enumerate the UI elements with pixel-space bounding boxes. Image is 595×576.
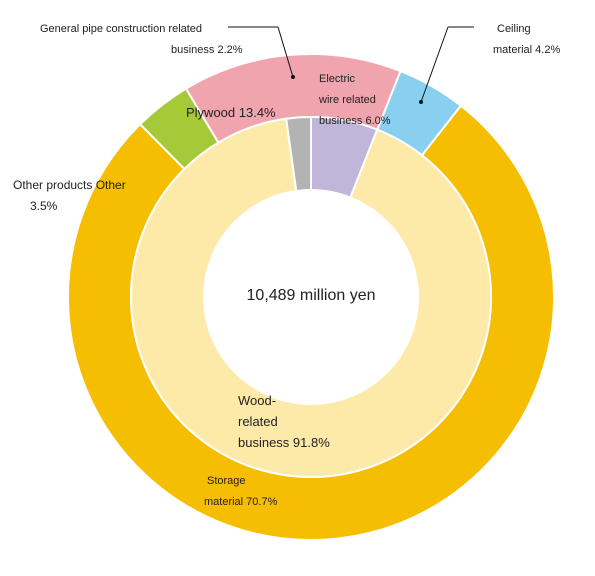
donut-hole bbox=[204, 190, 418, 404]
ceiling-leader-line bbox=[420, 26, 449, 103]
other-label-line1: Other products Other bbox=[13, 178, 126, 192]
electric-label-line2: wire related bbox=[318, 94, 376, 106]
wood-label-line2: related bbox=[238, 414, 278, 429]
plywood-label: Plywood 13.4% bbox=[186, 105, 276, 120]
storage-label-line2: material 70.7% bbox=[204, 496, 278, 508]
pipe-leader-dot bbox=[291, 75, 295, 79]
pipe-label-line2: business 2.2% bbox=[171, 44, 243, 56]
other-label-line2: 3.5% bbox=[30, 199, 58, 213]
pipe-leader-line bbox=[277, 26, 294, 78]
inner-ring bbox=[130, 115, 492, 478]
outer-ring bbox=[67, 53, 555, 541]
storage-label-line1: Storage bbox=[207, 475, 246, 487]
center-total-label: 10,489 million yen bbox=[247, 287, 376, 304]
ceiling-leader-dot bbox=[419, 100, 423, 104]
electric-label-line1: Electric bbox=[319, 73, 356, 85]
pipe-label-line1: General pipe construction related bbox=[40, 23, 202, 35]
wood-label-line1: Wood- bbox=[238, 393, 276, 408]
ceiling-label-line1: Ceiling bbox=[497, 23, 531, 35]
ceiling-label-line2: material 4.2% bbox=[493, 44, 560, 56]
electric-label-line3: business 6.0% bbox=[319, 115, 391, 127]
wood-label-line3: business 91.8% bbox=[238, 435, 330, 450]
